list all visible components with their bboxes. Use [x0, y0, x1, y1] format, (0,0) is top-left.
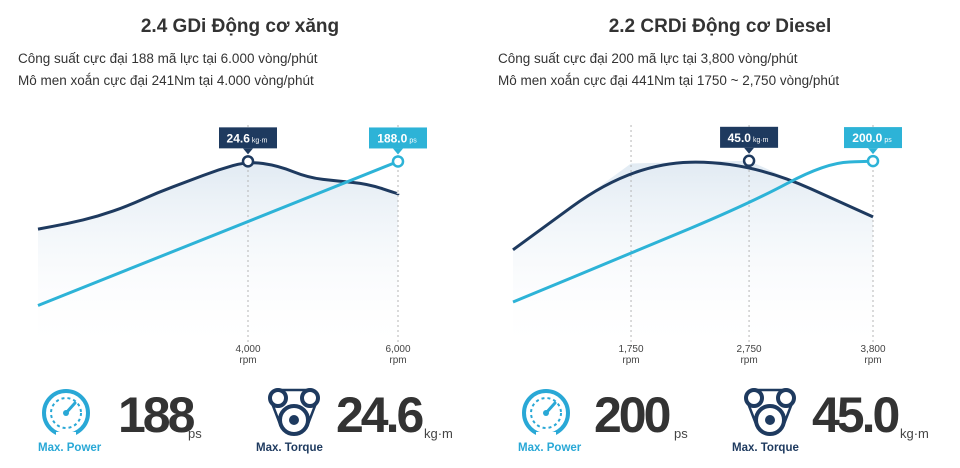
rpm-tick-unit: rpm — [622, 355, 639, 366]
max-power-value: 200 — [594, 387, 671, 443]
torque-callout-pointer — [243, 148, 253, 155]
max-power-value: 188 — [118, 387, 195, 443]
engine-belt-icon — [744, 388, 796, 436]
max-torque-unit: kg·m — [424, 426, 453, 441]
torque-curve — [511, 160, 875, 252]
spec-max-power: Công suất cực đại 188 mã lực tại 6.000 v… — [18, 51, 318, 66]
max-torque-value: 24.6 — [336, 387, 424, 443]
speedometer-icon — [42, 389, 90, 437]
spec-max-torque: Mô men xoắn cực đại 241Nm tại 4.000 vòng… — [18, 73, 314, 88]
max-torque-label: Max. Torque — [256, 442, 323, 454]
torque-area — [38, 161, 398, 355]
power-callout-pointer — [393, 148, 403, 155]
panel-title: 2.2 CRDi Động cơ Diesel — [608, 16, 832, 37]
speedometer-icon — [522, 389, 570, 437]
max-torque-label: Max. Torque — [732, 442, 799, 454]
power-callout-pointer — [868, 148, 878, 155]
torque-peak-callout — [219, 127, 277, 149]
rpm-tick-label: 2,750 — [737, 344, 762, 355]
torque-peak-callout — [720, 126, 779, 148]
rpm-tick-unit: rpm — [239, 355, 256, 366]
power-peak-callout — [844, 127, 902, 149]
rpm-tick-label: 3,800 — [860, 344, 885, 355]
rpm-tick-unit: rpm — [864, 355, 881, 366]
rpm-tick-label: 4,000 — [235, 344, 260, 355]
rpm-tick-label: 1,750 — [619, 344, 644, 355]
power-peak-marker — [391, 155, 405, 168]
panel-title: 2.4 GDi Động cơ xăng — [140, 16, 340, 37]
power-peak-marker — [866, 154, 880, 168]
max-power-label: Max. Power — [518, 442, 582, 454]
max-power-label: Max. Power — [38, 442, 102, 454]
torque-peak-marker — [241, 155, 255, 168]
torque-peak-label: 45.0 kg·m — [728, 131, 769, 145]
spec-max-power: Công suất cực đại 200 mã lực tại 3,800 v… — [498, 51, 798, 66]
max-torque-value: 45.0 — [812, 387, 900, 443]
torque-peak-marker — [742, 154, 756, 168]
spec-max-torque: Mô men xoắn cực đại 441Nm tại 1750 ~ 2,7… — [498, 73, 840, 88]
torque-callout-pointer — [744, 147, 755, 154]
torque-curve — [36, 161, 400, 231]
power-curve — [37, 160, 399, 307]
power-curve — [511, 159, 875, 304]
max-torque-unit: kg·m — [900, 426, 929, 441]
torque-peak-label: 24.6 kg·m — [227, 131, 268, 145]
max-power-unit: ps — [674, 426, 688, 441]
gasoline-engine-panel: 2.4 GDi Động cơ xăng Công suất cực đại 1… — [18, 16, 453, 454]
power-peak-callout — [369, 127, 427, 149]
rpm-tick-label: 6,000 — [385, 344, 410, 355]
power-peak-label: 188.0 ps — [377, 131, 417, 145]
max-power-unit: ps — [188, 426, 202, 441]
diesel-engine-panel: 2.2 CRDi Động cơ Diesel Công suất cực đạ… — [480, 0, 960, 468]
power-peak-label: 200.0 ps — [852, 131, 892, 145]
rpm-tick-unit: rpm — [389, 355, 406, 366]
torque-area — [513, 160, 873, 355]
engine-belt-icon — [268, 388, 320, 436]
rpm-tick-unit: rpm — [740, 355, 757, 366]
